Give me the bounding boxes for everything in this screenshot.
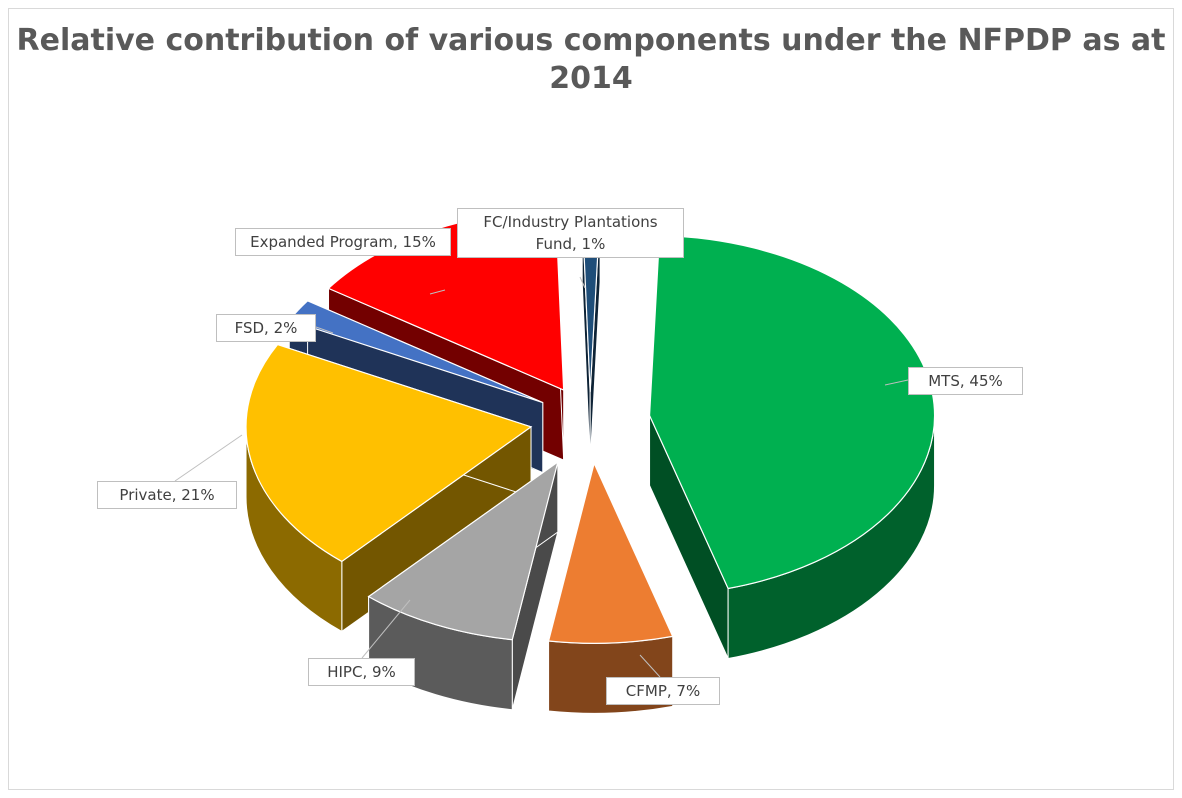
leader-line-mts <box>884 379 909 386</box>
leader-line-private <box>174 434 243 482</box>
data-label-private: Private, 21% <box>97 481 237 509</box>
slice-cfmp <box>547 461 674 714</box>
slice-top-private <box>245 343 533 563</box>
slice-top-hipc <box>367 460 559 641</box>
slice-hipc <box>367 460 559 711</box>
data-label-fsd: FSD, 2% <box>216 314 316 342</box>
leader-line-hipc <box>361 599 411 659</box>
leader-line-fc-industry-plantations-fund <box>579 276 586 289</box>
leader-line-fsd <box>315 326 334 334</box>
leader-line-cfmp <box>639 654 661 678</box>
data-label-cfmp: CFMP, 7% <box>606 677 720 705</box>
slice-mts <box>648 234 936 660</box>
slice-private <box>245 343 533 633</box>
slice-top-cfmp <box>547 461 674 644</box>
data-label-hipc: HIPC, 9% <box>308 658 415 686</box>
data-label-fc-industry-plantations-fund: FC/Industry Plantations Fund, 1% <box>457 208 684 258</box>
leader-line-expanded-program <box>429 289 446 295</box>
chart-title: Relative contribution of various compone… <box>16 23 1166 96</box>
data-label-mts: MTS, 45% <box>908 367 1023 395</box>
data-label-expanded-program: Expanded Program, 15% <box>235 228 451 256</box>
